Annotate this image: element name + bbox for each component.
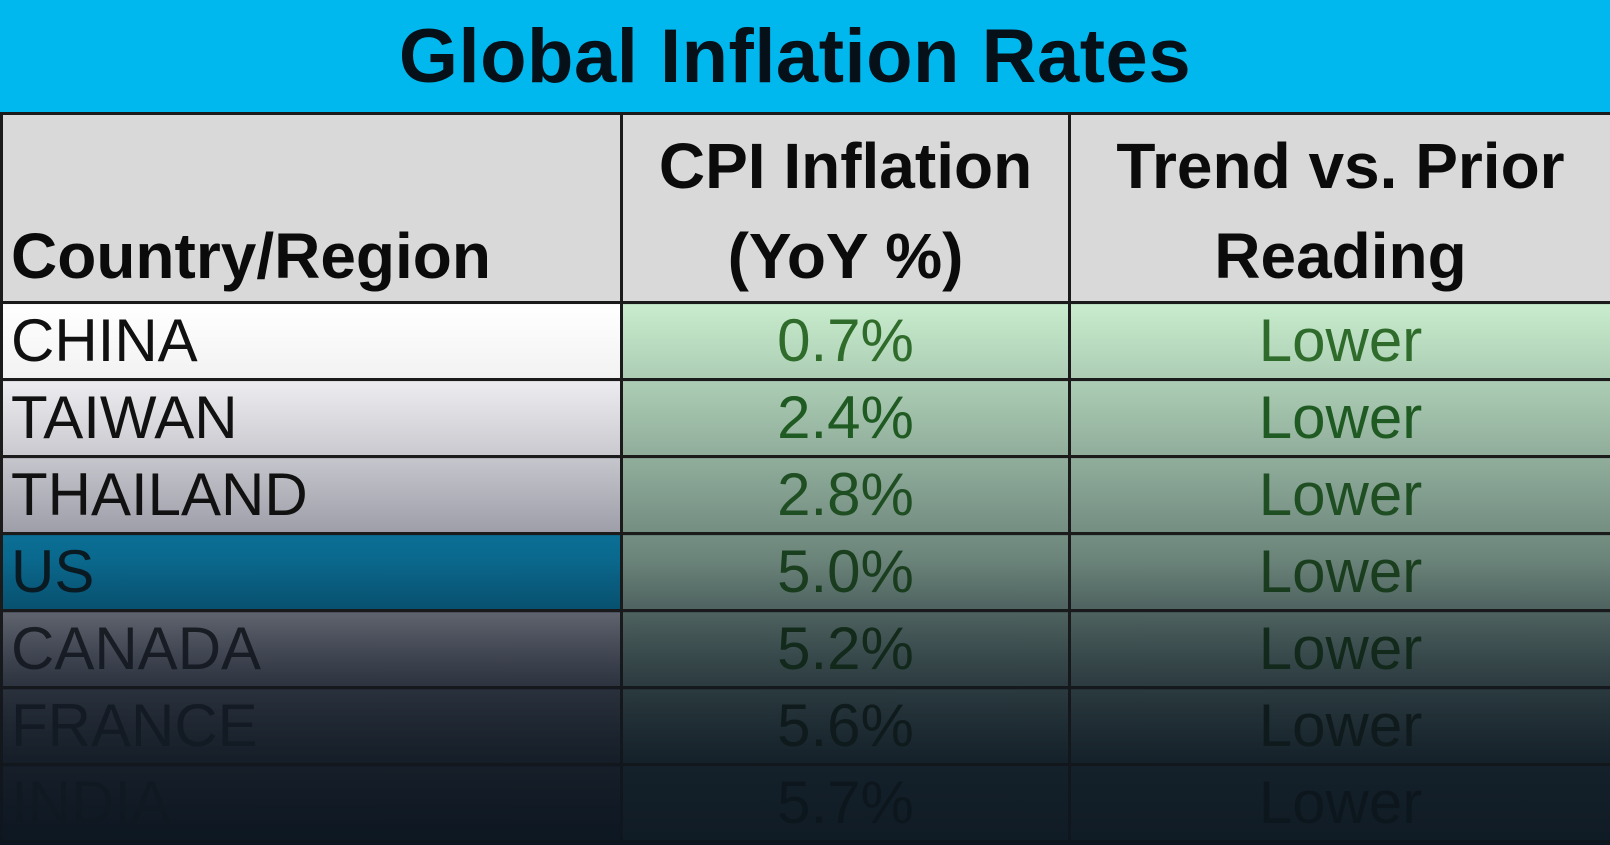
header-cpi-line2: (YoY %): [727, 220, 964, 292]
header-cpi: CPI Inflation (YoY %): [620, 112, 1071, 304]
trend-cell: Lower: [1068, 532, 1610, 612]
trend-cell: Lower: [1068, 301, 1610, 381]
table-row: CANADA 5.2% Lower: [0, 609, 1610, 689]
country-cell: CHINA: [0, 301, 623, 381]
header-country-label: Country/Region: [11, 220, 491, 292]
trend-cell: Lower: [1068, 455, 1610, 535]
trend-cell: Lower: [1068, 609, 1610, 689]
cpi-value-cell: 5.2%: [620, 609, 1071, 689]
cpi-value-cell: 5.6%: [620, 686, 1071, 766]
table-row: TAIWAN 2.4% Lower: [0, 378, 1610, 458]
trend-cell: Lower: [1068, 686, 1610, 766]
cpi-value-cell: 2.4%: [620, 378, 1071, 458]
table-row: CHINA 0.7% Lower: [0, 301, 1610, 381]
cpi-value-cell: 5.7%: [620, 763, 1071, 843]
cpi-value-cell: 0.7%: [620, 301, 1071, 381]
table-row: THAILAND 2.8% Lower: [0, 455, 1610, 535]
header-trend-line2: Reading: [1214, 220, 1467, 292]
trend-cell: Lower: [1068, 763, 1610, 843]
country-cell: INDIA: [0, 763, 623, 843]
country-cell: TAIWAN: [0, 378, 623, 458]
header-country: Country/Region: [0, 112, 623, 304]
header-cpi-line1: CPI Inflation: [658, 130, 1033, 202]
table-row: US 5.0% Lower: [0, 532, 1610, 612]
header-row: Country/Region CPI Inflation (YoY %) Tre…: [0, 112, 1610, 304]
country-cell: US: [0, 532, 623, 612]
table-row: FRANCE 5.6% Lower: [0, 686, 1610, 766]
table-row: INDIA 5.7% Lower: [0, 763, 1610, 843]
country-cell: FRANCE: [0, 686, 623, 766]
trend-cell: Lower: [1068, 378, 1610, 458]
header-trend: Trend vs. Prior Reading: [1068, 112, 1610, 304]
country-cell: CANADA: [0, 609, 623, 689]
country-cell: THAILAND: [0, 455, 623, 535]
table-body: CHINA 0.7% Lower TAIWAN 2.4% Lower THAILAND 2.8…: [0, 301, 1610, 843]
header-trend-line1: Trend vs. Prior: [1116, 130, 1565, 202]
chart-title: Global Inflation Rates: [398, 13, 1192, 99]
title-bar: Global Inflation Rates: [0, 0, 1610, 112]
inflation-table: Country/Region CPI Inflation (YoY %) Tre…: [0, 112, 1610, 843]
cpi-value-cell: 5.0%: [620, 532, 1071, 612]
cpi-value-cell: 2.8%: [620, 455, 1071, 535]
